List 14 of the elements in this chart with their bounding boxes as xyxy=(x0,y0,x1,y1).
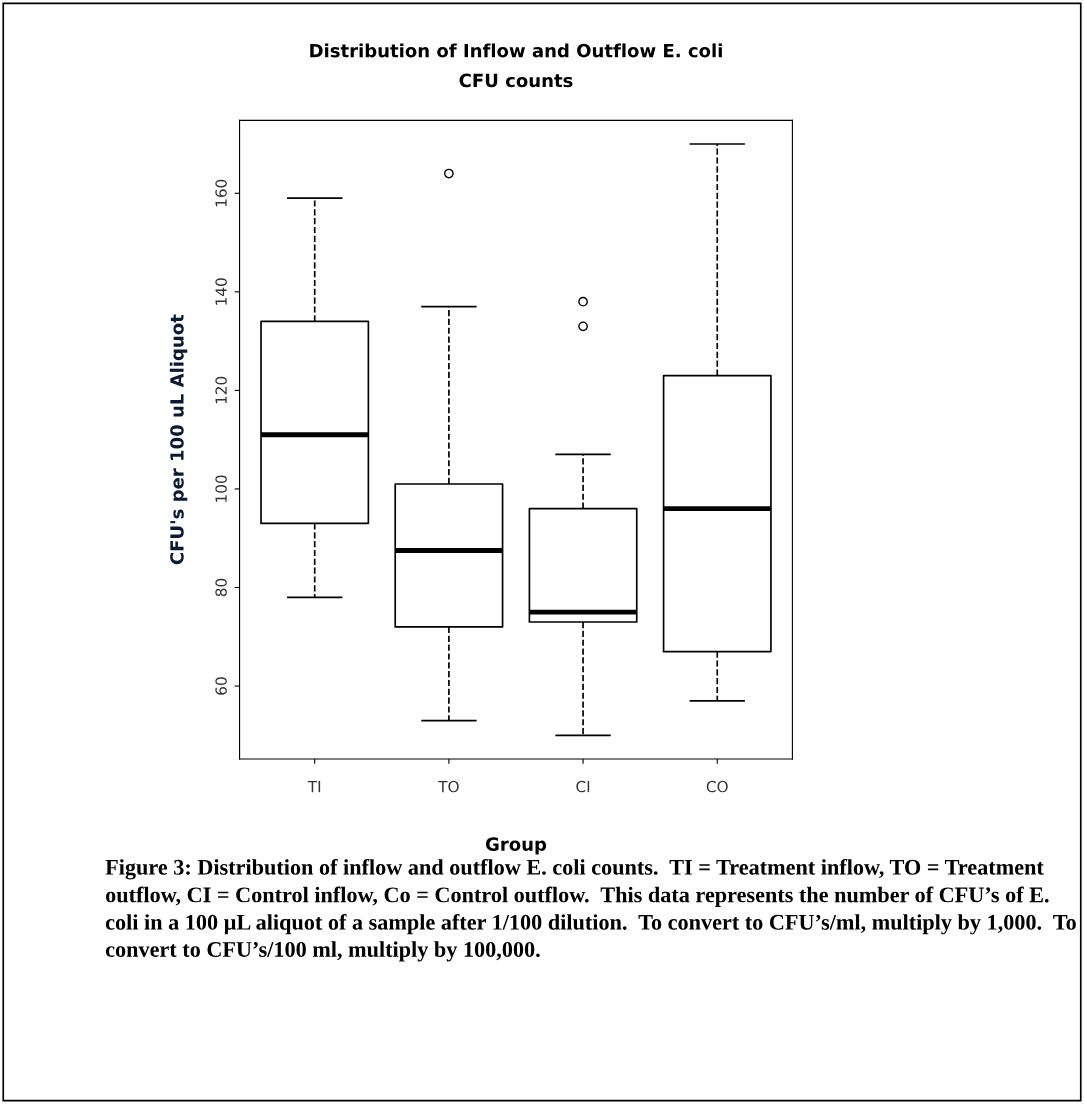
y-tick-label: 80 xyxy=(215,578,227,597)
y-tick-label: 100 xyxy=(215,475,227,502)
y-tick-label: 160 xyxy=(215,179,227,207)
y-axis-title: CFU's per 100 uL Aliquot xyxy=(169,314,188,565)
y-tick-label: 120 xyxy=(215,376,227,404)
x-tick-label: CI xyxy=(576,780,590,793)
caption: Figure 3: Distribution of inflow and outflow E. coli counts. TI = Treatment inflow, TO = Treatment outflow, CI = Control inflow, Co = Control outflow. This data represents the number of CFU’s of E. coli in a 100 µL aliquot of a sample after 1/100 dilution. To convert to CFU’s/ml, multiply by 1,000. To convert to CFU’s/100 ml, multiply by 100,000. xyxy=(105,858,1076,962)
x-tick-label: TO xyxy=(438,780,459,793)
x-tick-label: TI xyxy=(307,781,321,793)
y-tick-label: 140 xyxy=(215,278,227,305)
x-tick-label: CO xyxy=(706,780,728,793)
y-tick-label: 60 xyxy=(215,677,227,695)
chart-title: Distribution of Inflow and Outflow E. coli CFU counts xyxy=(310,43,722,88)
x-axis-title: Group xyxy=(485,837,547,855)
